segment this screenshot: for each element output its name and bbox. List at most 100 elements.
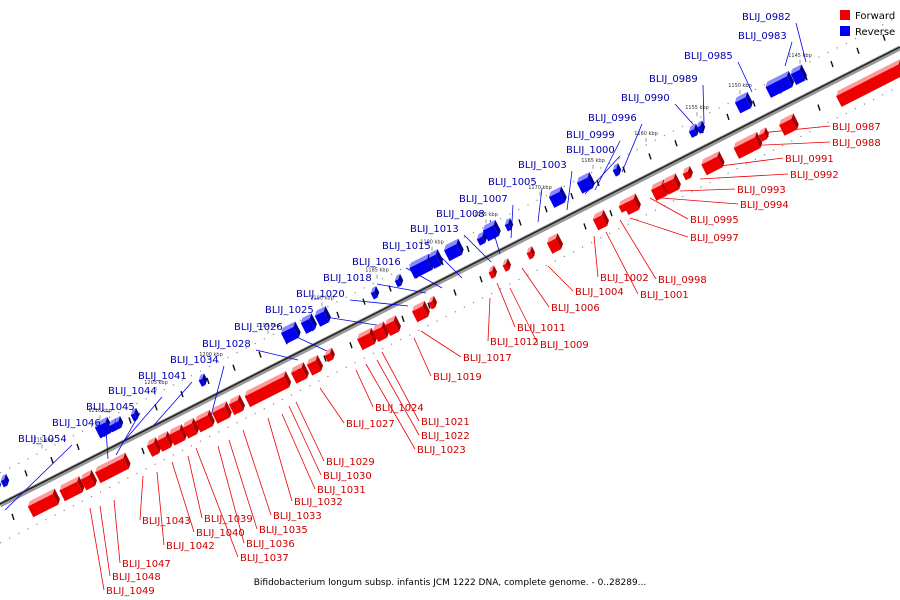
- reverse-gene-label: BLIJ_0990: [621, 93, 670, 104]
- strand-marker: [856, 47, 860, 55]
- legend-label: Forward: [855, 11, 895, 22]
- gene-front-face: [357, 333, 376, 351]
- forward-gene-label: BLIJ_0998: [658, 275, 707, 286]
- forward-gene: [701, 151, 725, 176]
- gene-front-face: [546, 238, 562, 254]
- gene-front-face: [324, 353, 334, 363]
- forward-leader: [699, 173, 789, 180]
- reverse-gene-label: BLIJ_0983: [738, 31, 787, 42]
- gene-top-face: [394, 273, 401, 282]
- forward-gene: [622, 193, 641, 216]
- gene-side-face: [601, 209, 609, 226]
- gene-side-face: [4, 473, 10, 486]
- forward-gene: [228, 394, 245, 416]
- forward-leader: [649, 197, 689, 220]
- gene-top-face: [130, 407, 137, 416]
- gene-front-face: [428, 254, 442, 269]
- gene-side-face: [179, 424, 187, 441]
- forward-gene-label: BLIJ_1002: [600, 273, 649, 284]
- reverse-gene-label: BLIJ_1007: [459, 194, 508, 205]
- gene-top-face: [114, 416, 121, 424]
- gene-front-face: [114, 421, 122, 430]
- forward-gene: [488, 265, 498, 279]
- reverse-gene-label: BLIJ_1000: [566, 145, 615, 156]
- gene-front-face: [314, 311, 330, 327]
- gene-side-face: [77, 476, 85, 493]
- forward-gene: [682, 165, 693, 181]
- reverse-leader: [566, 170, 573, 211]
- gene-top-face: [212, 401, 227, 414]
- gene-front-face: [592, 215, 608, 231]
- reverse-gene-label: BLIJ_1015: [382, 241, 431, 252]
- gene-top-face: [228, 394, 240, 405]
- legend: Forward Reverse: [840, 10, 895, 38]
- gene-side-face: [799, 64, 807, 81]
- gene-front-face: [290, 367, 308, 384]
- forward-gene-label: BLIJ_0992: [790, 170, 839, 181]
- leader-lines: [4, 22, 831, 591]
- kbp-tick-label: 1155 kbp: [685, 105, 709, 111]
- reverse-leader: [376, 283, 427, 294]
- forward-gene-label: BLIJ_1024: [375, 403, 424, 414]
- forward-leader: [711, 157, 784, 168]
- gene-front-face: [733, 137, 761, 159]
- reverse-gene-label: BLIJ_1025: [265, 305, 314, 316]
- gene-side-face: [123, 452, 131, 469]
- gene-front-face: [280, 326, 299, 344]
- reverse-leader: [124, 396, 163, 441]
- forward-gene-label: BLIJ_1011: [517, 323, 566, 334]
- reverse-leader: [537, 187, 543, 223]
- forward-gene-label: BLIJ_1043: [142, 516, 191, 527]
- gene-features: [0, 59, 900, 518]
- genome-axis: [0, 45, 900, 508]
- forward-leader: [288, 405, 322, 476]
- gene-top-face: [198, 373, 205, 381]
- kbp-tick-label: 1180 kbp: [420, 240, 444, 246]
- forward-gene-label: BLIJ_1001: [640, 290, 689, 301]
- gene-front-face: [790, 69, 806, 86]
- gene-top-face: [95, 460, 110, 473]
- kbp-tick-label: 1215 kbp: [30, 438, 54, 444]
- strand-marker: [479, 276, 483, 283]
- forward-leader: [547, 265, 574, 292]
- gene-front-face: [372, 326, 388, 343]
- gene-top-face: [59, 476, 80, 491]
- strand-marker: [648, 153, 652, 160]
- gene-front-face: [0, 479, 8, 488]
- forward-leader: [295, 401, 325, 462]
- gene-side-face: [330, 347, 335, 360]
- gene-top-face: [411, 300, 425, 312]
- gene-front-face: [94, 422, 112, 439]
- reverse-leader: [463, 234, 492, 263]
- forward-leader: [619, 219, 657, 280]
- reverse-gene: [696, 120, 706, 134]
- kbp-tick-label: 1150 kbp: [728, 83, 752, 89]
- gene-front-face: [130, 413, 138, 422]
- gene-top-face: [622, 193, 636, 205]
- reverse-gene-label: BLIJ_0982: [742, 12, 791, 23]
- kbp-tick-label: 1205 kbp: [144, 380, 168, 386]
- reverse-gene-label: BLIJ_1008: [436, 209, 485, 220]
- gene-front-face: [244, 376, 290, 408]
- reverse-leader: [621, 123, 643, 173]
- forward-leader: [593, 235, 599, 278]
- forward-gene: [212, 401, 232, 424]
- gene-top-face: [765, 70, 789, 88]
- forward-leader: [413, 337, 432, 377]
- gene-side-face: [435, 249, 443, 266]
- gene-top-face: [779, 113, 794, 126]
- forward-gene: [80, 469, 97, 491]
- forward-gene: [168, 424, 187, 446]
- gene-top-face: [370, 286, 377, 294]
- reverse-leader: [349, 299, 409, 307]
- reverse-gene: [576, 172, 595, 194]
- reverse-gene-label: BLIJ_0999: [566, 130, 615, 141]
- reverse-gene-label: BLIJ_1018: [323, 273, 372, 284]
- gene-side-face: [283, 371, 292, 388]
- forward-gene-label: BLIJ_1032: [294, 497, 343, 508]
- forward-gene: [546, 233, 563, 254]
- forward-leader: [629, 217, 689, 238]
- forward-gene: [324, 347, 335, 363]
- forward-gene-label: BLIJ_0993: [737, 185, 786, 196]
- strand-marker: [76, 443, 80, 451]
